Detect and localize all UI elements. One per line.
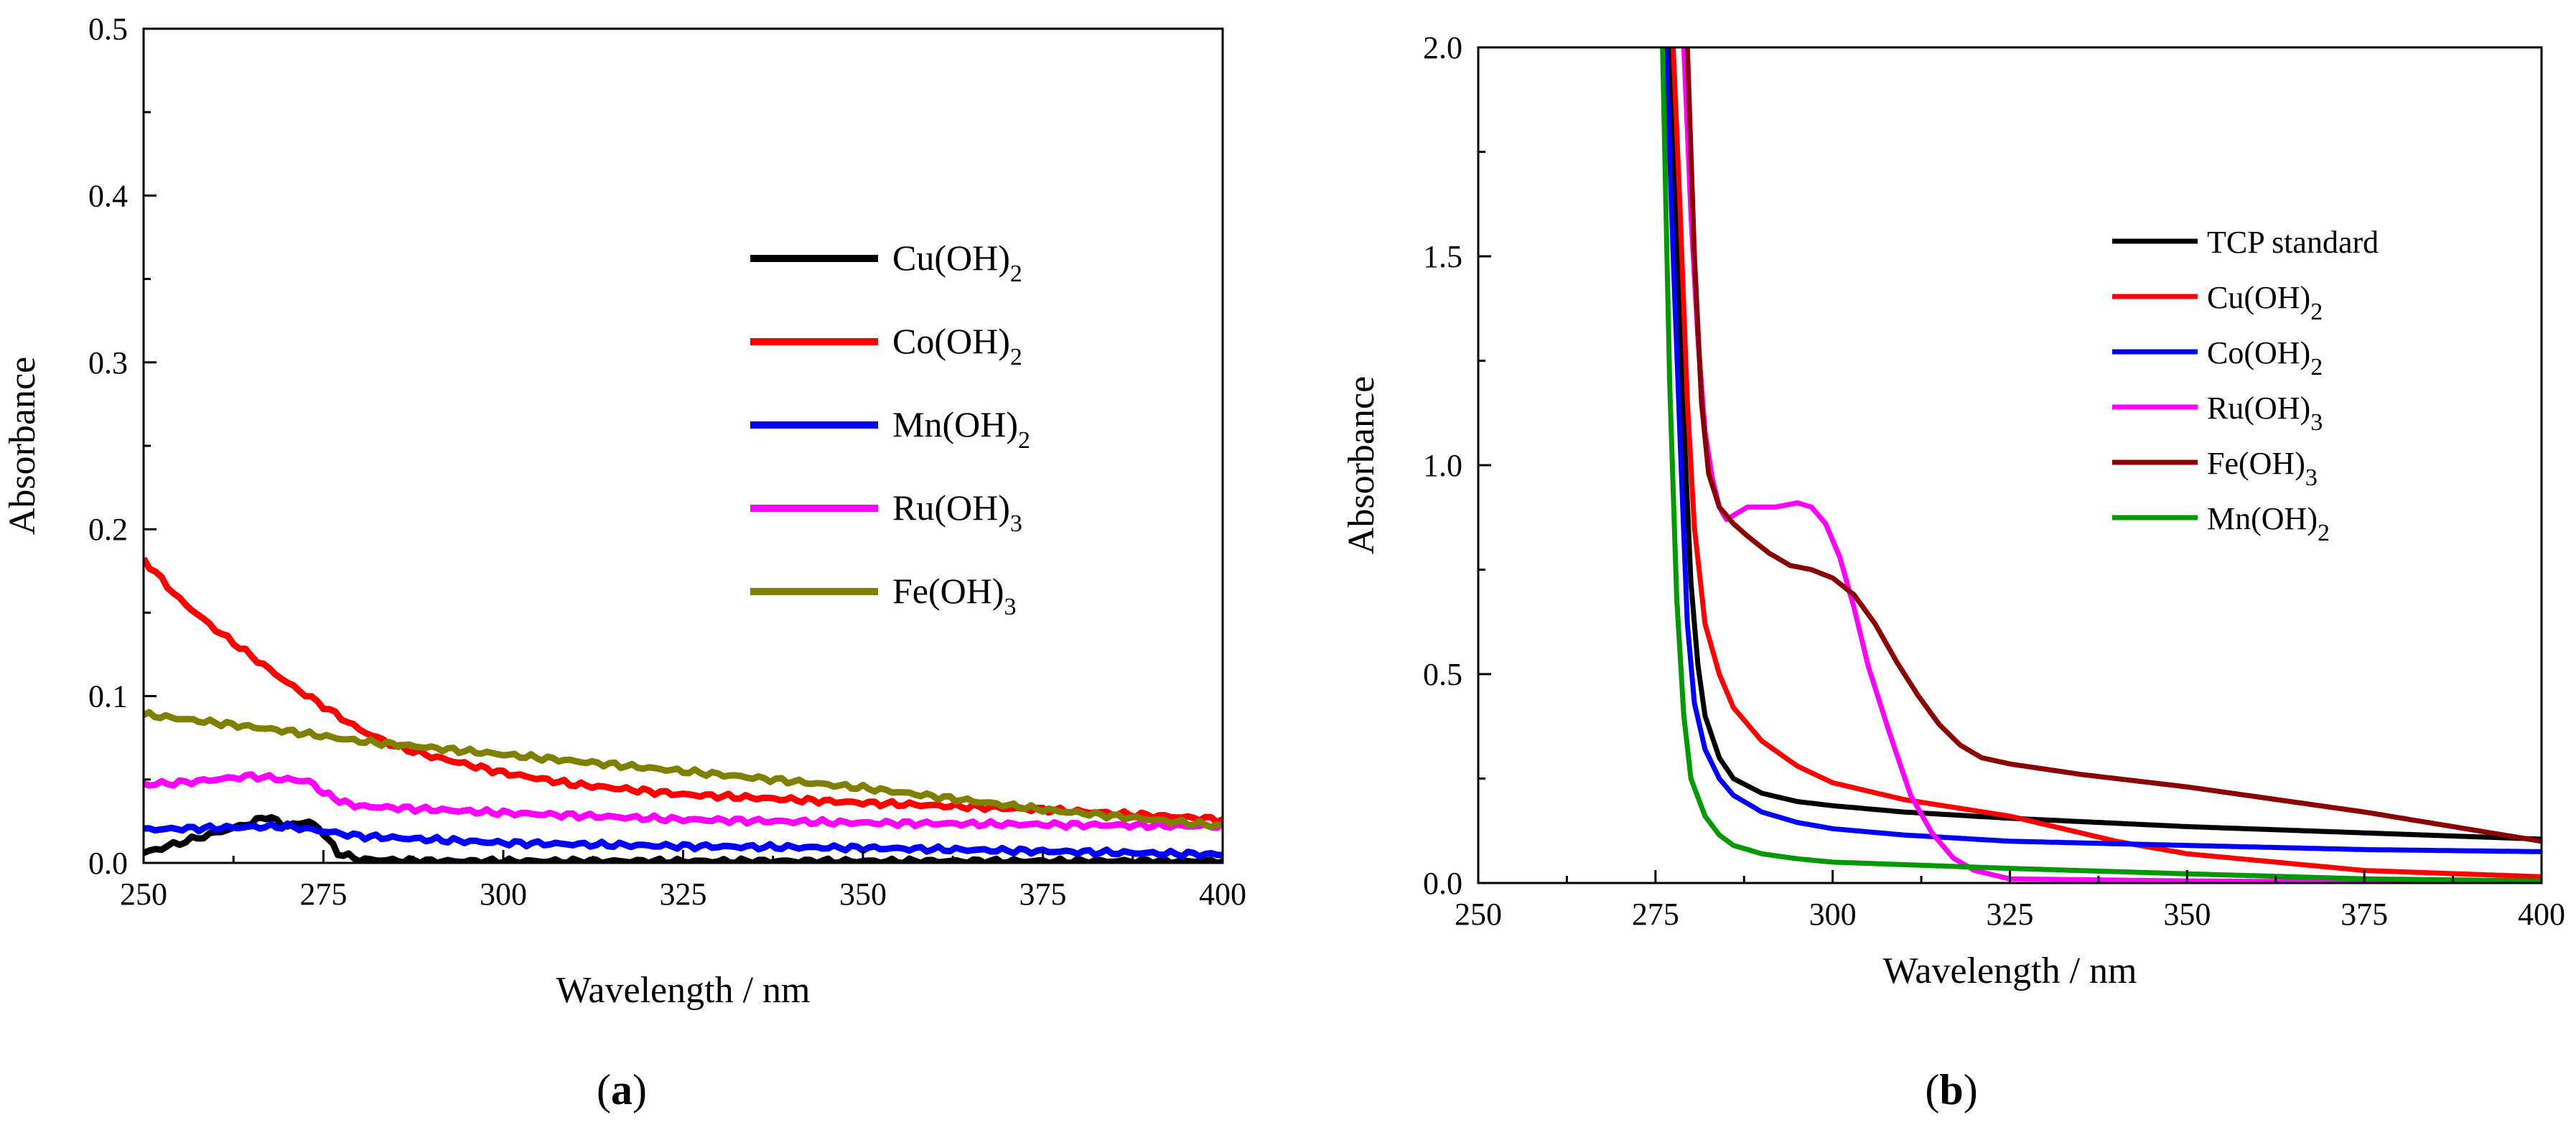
plot-frame bbox=[142, 27, 1224, 864]
y-tick-label: 1.0 bbox=[1423, 448, 1462, 483]
x-tick-label: 300 bbox=[1809, 897, 1857, 932]
panel-label: (a) bbox=[597, 1066, 647, 1113]
x-tick-label: 250 bbox=[1455, 897, 1502, 932]
x-tick-label: 350 bbox=[839, 877, 887, 912]
y-tick-label: 0.2 bbox=[88, 512, 128, 547]
y-tick-label: 0.3 bbox=[88, 345, 128, 380]
panel-a-chart: 250 275 300 325 350 375 400 0.0 0.1 0.2 0.3 0.4 0.5 W… bbox=[2, 11, 1246, 1113]
y-tick-label: 0.5 bbox=[1423, 657, 1462, 692]
x-tick-label: 400 bbox=[1199, 877, 1246, 912]
series-line-co-oh-2 bbox=[1663, 47, 2542, 854]
legend: Cu(OH)2 Co(OH)2 Mn(OH)2 Ru(OH)3 Fe(OH)3 bbox=[750, 238, 1030, 620]
x-axis-title: Wavelength / nm bbox=[556, 970, 811, 1011]
x-tick-label: 375 bbox=[1019, 877, 1067, 912]
series-line-fe-oh-3 bbox=[144, 709, 1223, 831]
y-tick-label: 2.0 bbox=[1423, 30, 1462, 65]
y-axis-title: Absorbance bbox=[1341, 376, 1382, 554]
x-tick-label: 350 bbox=[2163, 897, 2211, 932]
legend-label: Fe(OH)3 bbox=[892, 571, 1017, 620]
y-axis-title: Absorbance bbox=[2, 357, 43, 535]
x-tick-label: 275 bbox=[300, 877, 347, 912]
legend-label: TCP standard bbox=[2207, 225, 2379, 260]
series-line-tcp-standard bbox=[1667, 47, 2542, 842]
x-tick-label: 375 bbox=[2341, 897, 2388, 932]
series-line-ru-oh-3 bbox=[144, 771, 1223, 831]
x-axis-title: Wavelength / nm bbox=[1883, 950, 2137, 991]
panel-label: (b) bbox=[1925, 1066, 1977, 1113]
x-tick-label: 250 bbox=[120, 877, 167, 912]
x-tick-label: 275 bbox=[1632, 897, 1679, 932]
legend-label: Ru(OH)3 bbox=[2207, 391, 2323, 436]
x-tick-label: 400 bbox=[2518, 897, 2565, 932]
series-line-mn-oh-2 bbox=[1660, 47, 2542, 883]
series-line-cu-oh-2 bbox=[1671, 47, 2542, 879]
legend-label: Mn(OH)2 bbox=[892, 404, 1030, 454]
panel-b-chart: 250 275 300 325 350 375 400 0.0 0.5 1.0 1.5 2.0 Wave… bbox=[1341, 30, 2565, 1113]
legend-label: Mn(OH)2 bbox=[2207, 501, 2330, 546]
y-tick-label: 0.5 bbox=[88, 11, 128, 47]
legend: TCP standard Cu(OH)2 Co(OH)2 Ru(OH)3 Fe(OH)3… bbox=[2112, 225, 2379, 546]
x-tick-label: 325 bbox=[660, 877, 707, 912]
series-line-mn-oh-2 bbox=[144, 820, 1223, 860]
legend-label: Co(OH)2 bbox=[2207, 335, 2323, 380]
x-tick-label: 325 bbox=[1987, 897, 2034, 932]
legend-label: Ru(OH)3 bbox=[892, 487, 1022, 537]
y-tick-label: 0.0 bbox=[1423, 866, 1462, 901]
y-tick-label: 0.0 bbox=[88, 846, 128, 881]
series-line-fe-oh-3 bbox=[1684, 47, 2542, 844]
y-tick-label: 0.1 bbox=[88, 679, 128, 714]
y-tick-label: 0.4 bbox=[88, 178, 128, 213]
y-tick-label: 1.5 bbox=[1423, 239, 1462, 274]
plot-frame bbox=[1477, 46, 2543, 884]
legend-label: Fe(OH)3 bbox=[2207, 446, 2318, 491]
legend-label: Cu(OH)2 bbox=[892, 238, 1022, 287]
legend-label: Cu(OH)2 bbox=[2207, 280, 2323, 325]
series-line-ru-oh-3 bbox=[1681, 47, 2542, 883]
x-tick-label: 300 bbox=[480, 877, 527, 912]
legend-label: Co(OH)2 bbox=[892, 321, 1022, 370]
